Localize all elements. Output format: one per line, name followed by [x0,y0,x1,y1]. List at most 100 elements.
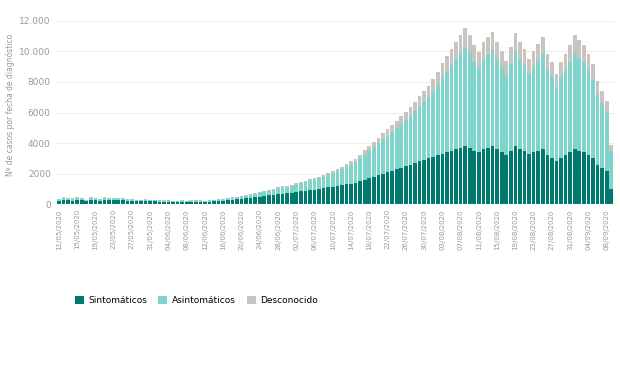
Bar [140,201,143,204]
Bar [509,151,513,204]
Bar [413,163,417,204]
Bar [276,188,280,194]
Bar [267,195,271,204]
Bar [153,201,157,204]
Bar [180,202,184,204]
Bar [254,197,257,204]
Bar [226,198,229,200]
Bar [281,186,285,187]
Bar [573,149,577,204]
Bar [546,54,549,70]
Bar [331,171,335,173]
Bar [335,171,339,186]
Bar [212,200,216,201]
Bar [249,194,252,195]
Bar [84,199,88,200]
Bar [486,54,490,148]
Bar [436,155,440,204]
Bar [61,198,65,200]
Bar [103,200,107,204]
Bar [555,74,558,88]
Bar [463,28,467,47]
Bar [391,125,394,132]
Bar [527,74,531,154]
Bar [454,42,458,59]
Bar [376,143,380,175]
Bar [212,201,216,204]
Bar [427,159,430,204]
Bar [372,147,376,177]
Bar [272,195,275,204]
Bar [427,86,430,97]
Bar [450,151,453,204]
Bar [76,200,79,204]
Bar [258,193,262,197]
Bar [441,63,444,77]
Bar [559,159,563,204]
Bar [130,201,134,204]
Bar [345,164,348,167]
Bar [107,198,111,200]
Bar [94,198,97,200]
Bar [486,148,490,204]
Bar [409,116,412,164]
Bar [240,196,243,197]
Bar [262,191,266,196]
Bar [605,101,608,113]
Bar [71,199,74,201]
Bar [404,112,408,120]
Bar [144,199,148,201]
Bar [185,202,188,204]
Bar [569,45,572,62]
Bar [582,152,586,204]
Bar [80,200,84,204]
Bar [541,37,544,54]
Bar [94,200,97,204]
Bar [294,192,298,204]
Bar [358,181,362,204]
Bar [107,200,111,204]
Bar [221,201,225,204]
Bar [117,199,120,201]
Bar [340,167,343,169]
Bar [555,88,558,162]
Bar [399,167,403,204]
Bar [135,200,138,201]
Bar [569,152,572,204]
Bar [409,164,412,204]
Bar [190,202,193,204]
Bar [404,120,408,166]
Bar [262,196,266,204]
Bar [376,175,380,204]
Bar [541,54,544,149]
Bar [281,194,285,204]
Bar [596,94,600,164]
Bar [587,70,590,155]
Bar [363,155,366,180]
Bar [80,198,84,200]
Bar [495,59,499,149]
Bar [541,149,544,204]
Bar [317,178,321,189]
Bar [472,151,476,204]
Bar [399,116,403,124]
Bar [84,200,88,201]
Bar [126,198,129,199]
Bar [609,151,613,189]
Bar [513,52,517,146]
Bar [372,142,376,147]
Bar [326,187,330,204]
Bar [509,64,513,151]
Bar [126,199,129,201]
Bar [500,51,503,67]
Bar [76,197,79,198]
Bar [363,151,366,155]
Bar [235,197,239,199]
Bar [244,195,248,198]
Bar [596,81,600,94]
Bar [57,201,61,204]
Bar [240,197,243,199]
Bar [491,146,494,204]
Bar [290,186,293,193]
Bar [71,201,74,204]
